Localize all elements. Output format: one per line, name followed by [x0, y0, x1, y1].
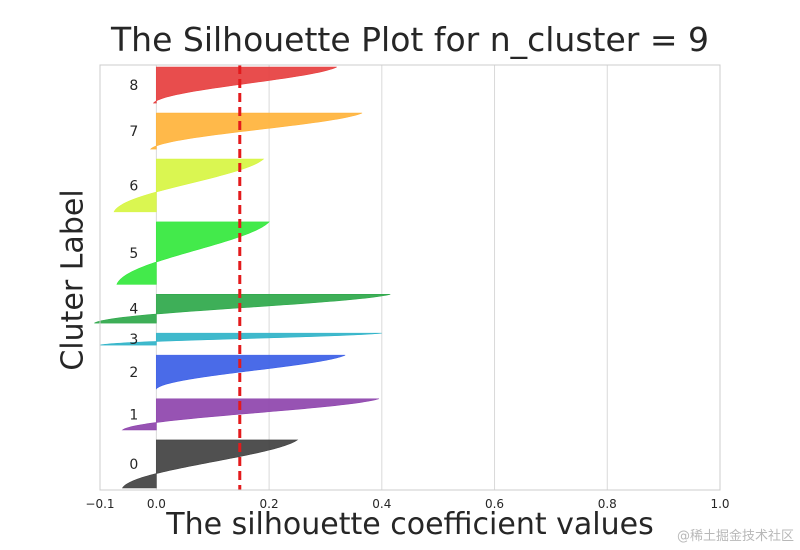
x-tick-labels: −0.1 0.0 0.2 0.4 0.6 0.8 1.0	[85, 497, 729, 511]
cluster-3-area	[99, 332, 382, 346]
cluster-4-area	[94, 294, 391, 324]
cluster-label-0: 0	[129, 457, 138, 473]
cluster-label-7: 7	[129, 124, 138, 140]
x-tick-label: 0.4	[372, 497, 391, 511]
cluster-label-4: 4	[129, 302, 138, 318]
cluster-label-2: 2	[129, 365, 138, 381]
x-tick-label: 1.0	[710, 497, 729, 511]
cluster-0-area	[122, 439, 299, 489]
watermark: @稀土掘金技术社区	[676, 529, 794, 544]
cluster-5-area	[116, 221, 270, 285]
x-tick-label: 0.2	[260, 497, 279, 511]
cluster-6-area	[113, 158, 265, 213]
cluster-label-3: 3	[129, 332, 138, 348]
x-tick-label: 0.6	[485, 497, 504, 511]
y-axis-label: Cluter Label	[55, 189, 91, 371]
cluster-1-area	[121, 398, 380, 431]
x-axis-label: The silhouette coefficient values	[166, 507, 654, 542]
x-tick-label: 0.0	[147, 497, 166, 511]
plot-frame	[99, 64, 721, 491]
cluster-labels: 0 1 2 3 4 5 6 7 8	[129, 78, 138, 473]
cluster-label-1: 1	[129, 407, 138, 423]
cluster-areas	[94, 66, 391, 489]
x-tick-label: 0.8	[598, 497, 617, 511]
cluster-7-area	[149, 112, 363, 150]
cluster-label-6: 6	[129, 178, 138, 194]
cluster-label-8: 8	[129, 78, 138, 94]
chart-title: The Silhouette Plot for n_cluster = 9	[111, 20, 709, 59]
cluster-2-area	[155, 354, 346, 390]
x-tick-label: −0.1	[85, 497, 114, 511]
cluster-label-5: 5	[129, 246, 138, 262]
cluster-8-area	[152, 66, 337, 104]
